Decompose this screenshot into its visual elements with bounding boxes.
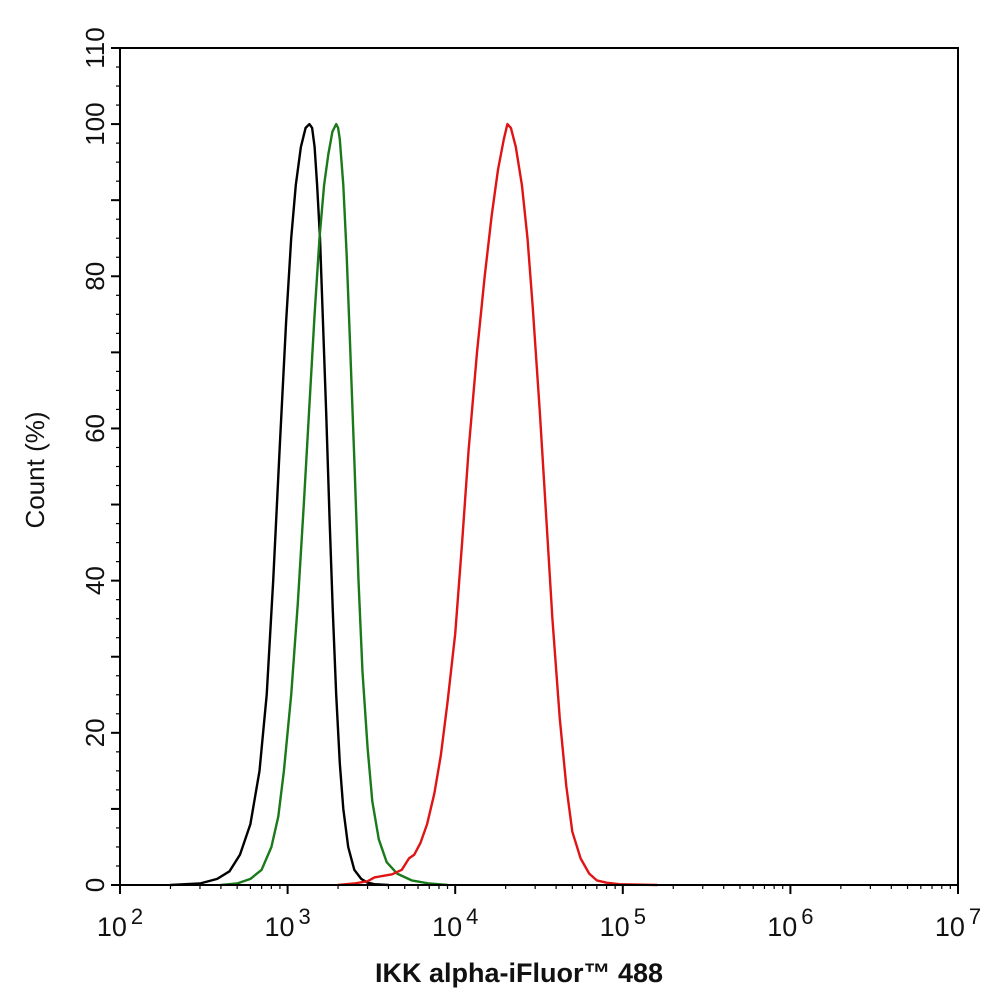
x-tick-label: 10 6: [767, 904, 813, 942]
series-line-0: [169, 122, 390, 887]
y-tick-label: 40: [80, 566, 110, 595]
x-tick-base: 10: [767, 912, 797, 942]
series-line-2: [336, 122, 659, 887]
series-layer: [169, 122, 659, 887]
y-tick-label: 20: [80, 718, 110, 747]
x-tick-base: 10: [935, 912, 965, 942]
x-tick-exponent: 7: [969, 904, 981, 929]
x-tick-label: 10 2: [97, 904, 143, 942]
y-tick-label: 110: [80, 27, 110, 68]
y-axis-label: Count (%): [20, 411, 50, 528]
y-tick-label: 0: [80, 878, 110, 892]
y-tick-label: 60: [80, 414, 110, 443]
x-tick-base: 10: [264, 912, 294, 942]
x-tick-exponent: 6: [801, 904, 813, 929]
x-tick-base: 10: [600, 912, 630, 942]
y-tick-label: 80: [80, 262, 110, 291]
x-tick-exponent: 3: [298, 904, 310, 929]
x-axis-label: IKK alpha-iFluor™ 488: [375, 958, 663, 988]
x-tick-label: 10 5: [600, 904, 646, 942]
y-tick-label: 100: [80, 102, 110, 145]
plot-frame: [119, 47, 959, 886]
x-tick-exponent: 4: [466, 904, 478, 929]
x-tick-base: 10: [432, 912, 462, 942]
x-tick-label: 10 7: [935, 904, 981, 942]
x-tick-label: 10 3: [264, 904, 310, 942]
x-tick-exponent: 5: [634, 904, 646, 929]
x-tick-base: 10: [97, 912, 127, 942]
series-line-1: [219, 122, 449, 887]
x-tick-exponent: 2: [131, 904, 143, 929]
x-tick-label: 10 4: [432, 904, 478, 942]
